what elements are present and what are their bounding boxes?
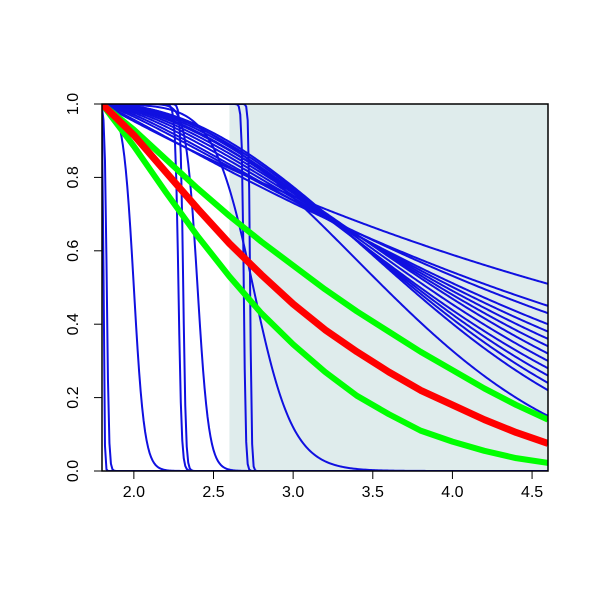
- x-axis: 2.0 2.5 3.0 3.5 4.0 4.5: [123, 470, 543, 501]
- x-tick-label-3: 3.5: [362, 484, 384, 501]
- y-tick-label-3: 0.6: [65, 240, 82, 262]
- blue-curve-13: [102, 104, 548, 326]
- x-tick-label-5: 4.5: [521, 484, 543, 501]
- y-axis: 0.0 0.2 0.4 0.6 0.8 1.0: [65, 93, 103, 482]
- plot-area: [102, 104, 548, 471]
- green-lower-curve: [102, 104, 548, 466]
- y-tick-label-0: 0.0: [65, 460, 82, 482]
- y-tick-label-5: 1.0: [65, 93, 82, 115]
- x-tick-label-4: 4.0: [441, 484, 463, 501]
- y-tick-label-2: 0.4: [65, 313, 82, 335]
- x-tick-label-1: 2.5: [202, 484, 224, 501]
- y-tick-label-4: 0.8: [65, 166, 82, 188]
- blue-curve-23: [102, 104, 548, 417]
- x-tick-label-2: 3.0: [282, 484, 304, 501]
- green-upper-curve: [102, 104, 548, 423]
- blue-curve-5: [102, 104, 548, 471]
- red-curve: [102, 104, 548, 447]
- x-tick-label-0: 2.0: [123, 484, 145, 501]
- y-tick-label-1: 0.2: [65, 386, 82, 408]
